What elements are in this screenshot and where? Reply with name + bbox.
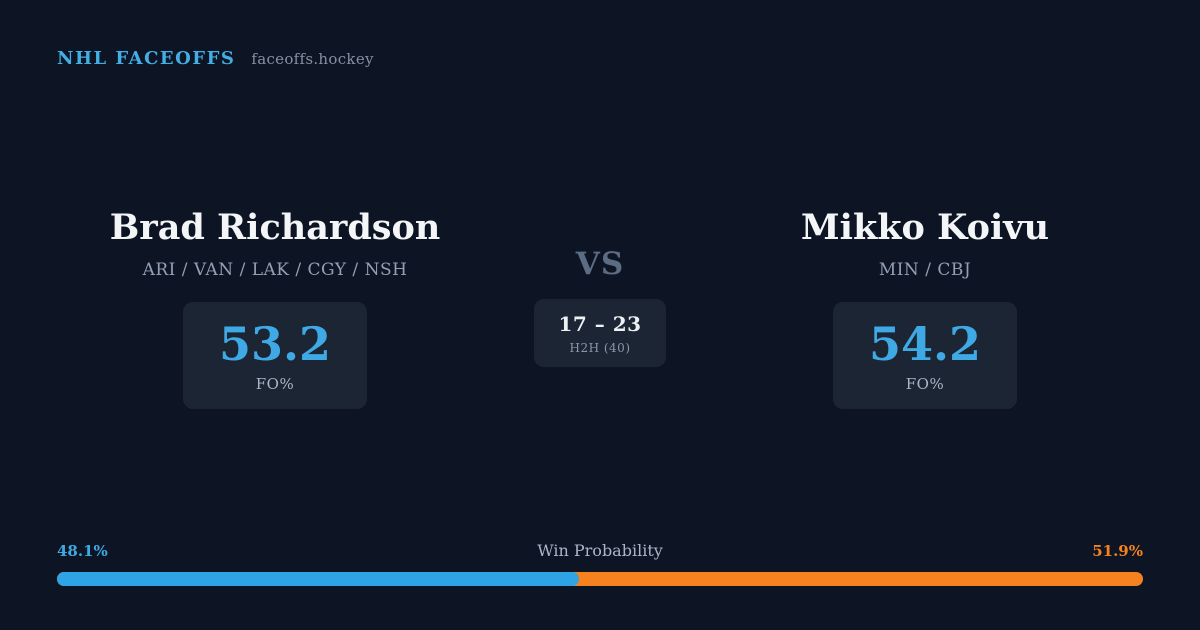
player-left-fo-card: 53.2 FO% bbox=[182, 302, 368, 409]
winprob-title: Win Probability bbox=[537, 541, 663, 560]
site-url: faceoffs.hockey bbox=[251, 50, 374, 68]
winprob-left-pct: 48.1% bbox=[57, 542, 108, 560]
player-left-column: Brad Richardson ARI / VAN / LAK / CGY / … bbox=[57, 205, 493, 409]
win-probability-bar bbox=[57, 572, 1143, 586]
brand-title: NHL FACEOFFS bbox=[57, 48, 236, 69]
h2h-card: 17 – 23 H2H (40) bbox=[534, 299, 666, 367]
winprob-left-fill bbox=[57, 572, 580, 586]
h2h-label: H2H (40) bbox=[569, 341, 631, 355]
player-left-fo-label: FO% bbox=[255, 375, 295, 393]
win-probability-section: 48.1% Win Probability 51.9% bbox=[57, 541, 1143, 586]
player-left-teams: ARI / VAN / LAK / CGY / NSH bbox=[142, 260, 408, 280]
winprob-right-pct: 51.9% bbox=[1092, 542, 1143, 560]
win-probability-labels: 48.1% Win Probability 51.9% bbox=[57, 541, 1143, 560]
h2h-score: 17 – 23 bbox=[558, 312, 642, 336]
player-right-teams: MIN / CBJ bbox=[878, 260, 972, 280]
header: NHL FACEOFFS faceoffs.hockey bbox=[57, 48, 374, 69]
vs-label: VS bbox=[575, 246, 625, 282]
player-right-fo-label: FO% bbox=[905, 375, 945, 393]
player-right-fo-card: 54.2 FO% bbox=[832, 302, 1018, 409]
matchup-center-column: VS 17 – 23 H2H (40) bbox=[493, 205, 707, 367]
player-left-name: Brad Richardson bbox=[109, 207, 441, 248]
player-right-fo-value: 54.2 bbox=[868, 317, 982, 371]
player-right-column: Mikko Koivu MIN / CBJ 54.2 FO% bbox=[707, 205, 1143, 409]
player-left-fo-value: 53.2 bbox=[218, 317, 332, 371]
player-right-name: Mikko Koivu bbox=[800, 207, 1050, 248]
comparison-section: Brad Richardson ARI / VAN / LAK / CGY / … bbox=[57, 205, 1143, 409]
